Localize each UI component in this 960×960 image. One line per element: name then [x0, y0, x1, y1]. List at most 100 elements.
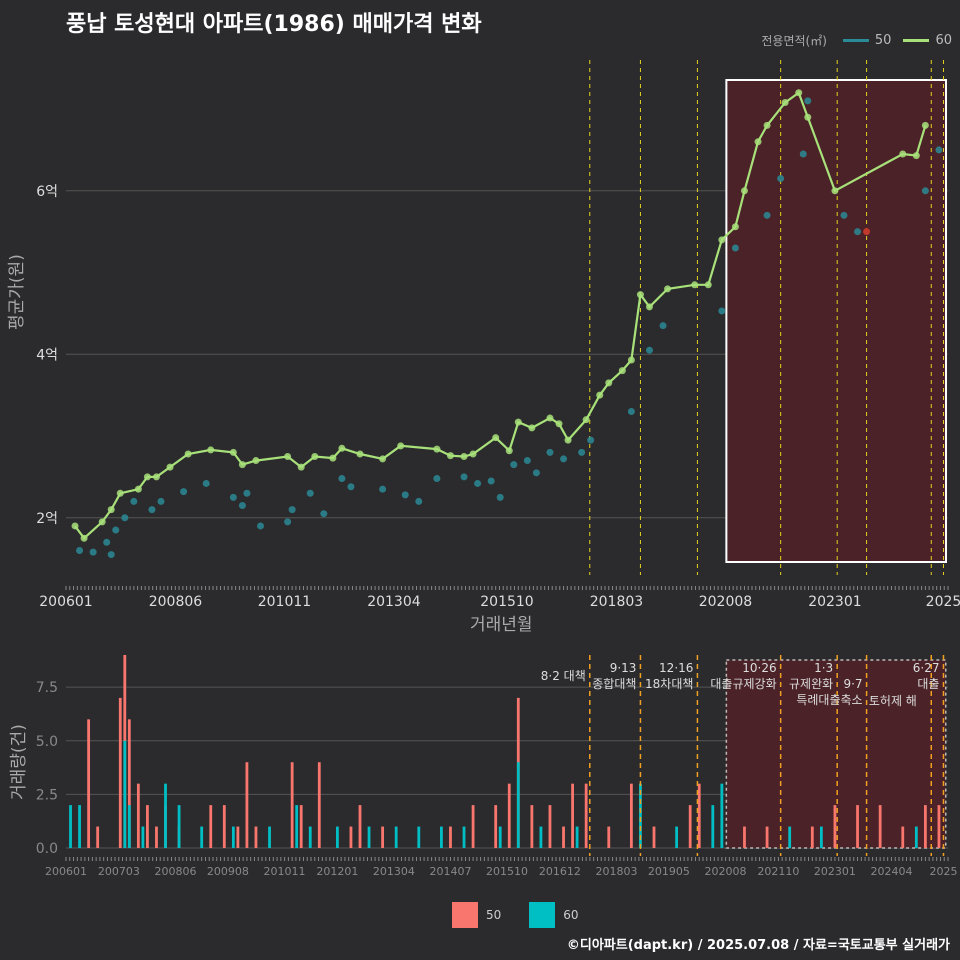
bar-50: [245, 762, 249, 848]
bar-50: [901, 826, 905, 848]
y-tick-label: 6억: [36, 184, 58, 200]
data-point-60: [555, 420, 563, 428]
bar-60: [295, 805, 299, 848]
bar-50: [299, 805, 303, 848]
data-point-50: [89, 548, 97, 556]
x-tick-label-bottom: 201304: [373, 865, 415, 878]
legend-item-60: 60: [903, 33, 952, 48]
data-point-50: [718, 307, 726, 315]
data-point-60: [605, 379, 613, 387]
policy-annotation: 종합대책: [592, 676, 636, 691]
data-point-60: [397, 442, 405, 450]
data-point-60: [618, 367, 626, 375]
data-point-60: [754, 138, 762, 146]
data-point-60: [718, 236, 726, 244]
data-point-60: [514, 418, 522, 426]
data-point-60: [107, 506, 115, 514]
y-axis-label-volume: 거래량(건): [9, 724, 29, 800]
data-point-60: [564, 436, 572, 444]
bar-60: [78, 805, 81, 848]
bar-50: [118, 697, 122, 848]
data-point-60: [184, 450, 192, 458]
bar-legend-swatch-60: [529, 902, 556, 928]
data-point-60: [229, 448, 237, 456]
x-tick-label-bottom: 200806: [154, 865, 196, 878]
data-point-60: [207, 446, 215, 454]
bar-50: [96, 826, 100, 848]
data-point-50: [256, 522, 264, 530]
data-point-50: [107, 551, 115, 559]
legend-label-60: 60: [935, 33, 952, 48]
bar-50: [358, 805, 362, 848]
bar-60: [177, 805, 181, 848]
y-axis-label-price: 평균가(원): [7, 254, 27, 330]
data-point-60: [921, 121, 929, 129]
data-point-60: [311, 452, 319, 460]
x-tick-label: 2025: [926, 594, 960, 610]
data-point-60: [731, 223, 739, 231]
data-point-60: [636, 291, 644, 299]
y-tick-label-bottom: 7.5: [36, 680, 58, 696]
bar-50: [381, 826, 385, 848]
bar-60: [200, 826, 204, 848]
data-point-50: [338, 475, 346, 483]
bar-50: [449, 826, 452, 848]
bar-60: [394, 826, 398, 848]
bar-50: [317, 762, 321, 848]
bar-50: [87, 719, 91, 848]
data-point-60: [460, 452, 468, 460]
x-tick-label-bottom: 201201: [316, 865, 358, 878]
data-point-60: [664, 285, 672, 293]
bar-50: [833, 805, 837, 848]
bar-50: [937, 805, 941, 848]
policy-annotation: 6·27: [913, 661, 940, 675]
policy-annotation: 토허제 해: [869, 694, 917, 708]
bar-60: [417, 826, 421, 848]
data-point-60: [71, 522, 79, 530]
data-point-50: [148, 506, 156, 514]
legend-swatch-60: [903, 39, 930, 42]
data-point-50: [157, 497, 165, 505]
data-point-60: [912, 152, 920, 160]
x-tick-label-bottom: 200908: [207, 865, 249, 878]
data-point-60: [831, 187, 839, 195]
x-tick-label: 202008: [699, 594, 752, 610]
policy-annotation: 대출규제강화: [710, 677, 776, 691]
data-point-60: [143, 473, 151, 481]
highlight-box-top: [725, 79, 947, 563]
bar-legend-swatch-50: [452, 902, 478, 928]
bar-50: [856, 805, 859, 848]
data-point-50: [433, 475, 441, 483]
legend-item-50: 50: [842, 33, 891, 48]
bar-60: [575, 826, 579, 848]
data-point-50: [130, 497, 138, 505]
policy-annotation: 8·2 대책: [541, 668, 586, 683]
data-point-50: [799, 150, 807, 158]
policy-annotation: 대출: [917, 677, 939, 691]
data-point-50: [804, 97, 812, 105]
x-tick-label-bottom: 202110: [757, 865, 799, 878]
data-point-50: [415, 497, 423, 505]
bar-60: [914, 826, 918, 848]
bar-legend-label-60: 60: [563, 908, 579, 922]
data-point-60: [781, 99, 789, 107]
policy-annotation: 1·3: [814, 661, 833, 675]
policy-annotation: 9·13: [610, 661, 637, 675]
data-point-50: [532, 469, 540, 477]
bar-60: [462, 826, 466, 848]
y-tick-label: 4억: [36, 347, 58, 363]
data-point-60: [899, 150, 907, 158]
x-axis-label: 거래년월: [470, 615, 533, 635]
bar-60: [819, 826, 823, 848]
bar-60: [268, 826, 271, 848]
data-point-50: [320, 510, 328, 518]
bar-50: [571, 783, 574, 848]
credit: ©디아파트(dapt.kr) / 2025.07.08 / 자료=국토교통부 실…: [566, 938, 950, 953]
y-tick-label-bottom: 2.5: [36, 787, 58, 803]
bar-50: [652, 826, 656, 848]
x-tick-label-bottom: 201803: [595, 865, 637, 878]
bar-60: [711, 805, 715, 848]
bar-60: [127, 805, 131, 848]
bar-50: [155, 826, 158, 848]
y-tick-label-bottom: 5.0: [36, 734, 58, 750]
